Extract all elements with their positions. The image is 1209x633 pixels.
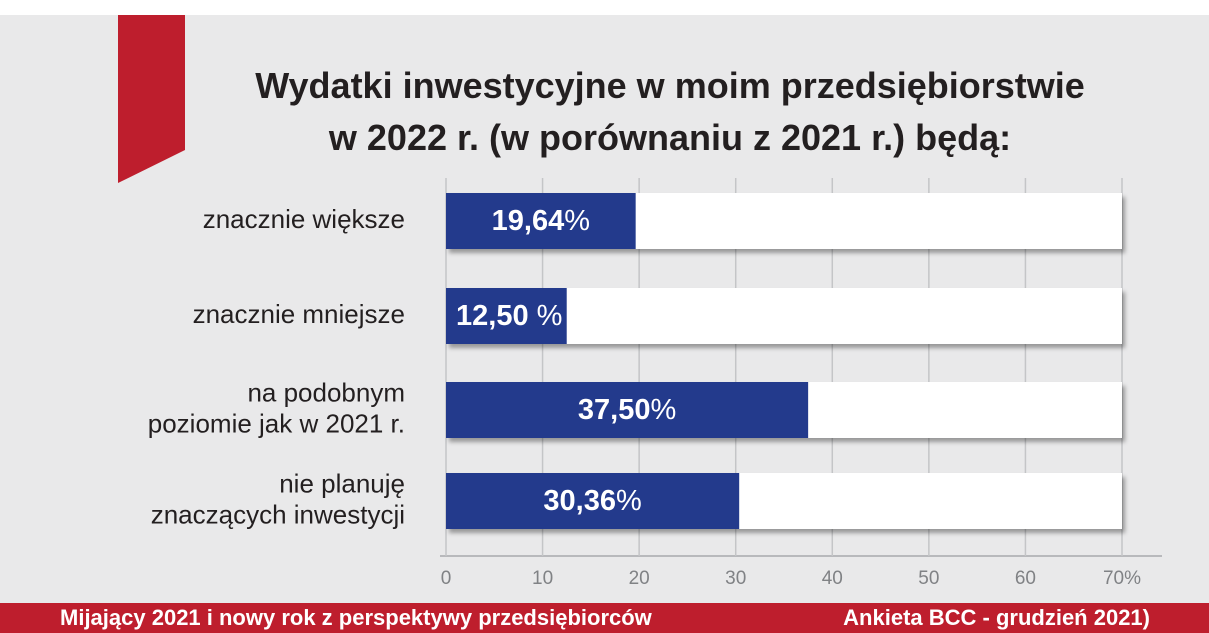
bar xyxy=(446,382,809,438)
bar xyxy=(446,193,636,249)
footer-right: Ankieta BCC - grudzień 2021) xyxy=(843,605,1150,630)
bar xyxy=(446,288,567,344)
x-tick-label: 60 xyxy=(1015,568,1036,589)
category-label: nie planuję znaczących inwestycji xyxy=(151,468,405,529)
value-label: 19,64% xyxy=(492,205,590,237)
x-tick-label: 0 xyxy=(441,568,452,589)
red-ribbon xyxy=(118,15,185,183)
x-tick-label: 10 xyxy=(532,568,553,589)
x-tick-label: 30 xyxy=(725,568,746,589)
bar xyxy=(446,473,740,529)
value-label: 12,50 % xyxy=(456,300,562,332)
x-tick-label: 40 xyxy=(822,568,843,589)
x-tick-label: 20 xyxy=(629,568,650,589)
footer-band xyxy=(0,603,1209,633)
category-label: znacznie większe xyxy=(203,204,405,234)
x-tick-label: 70% xyxy=(1103,568,1141,589)
value-label: 37,50% xyxy=(578,394,676,426)
footer-left: Mijający 2021 i nowy rok z perspektywy p… xyxy=(60,605,653,630)
category-label: znacznie mniejsze xyxy=(193,299,405,329)
x-tick-label: 50 xyxy=(918,568,939,589)
value-label: 30,36% xyxy=(543,485,641,517)
category-label: na podobnym poziomie jak w 2021 r. xyxy=(148,377,405,438)
chart-title: Wydatki inwestycyjne w moim przedsiębior… xyxy=(255,65,1085,158)
